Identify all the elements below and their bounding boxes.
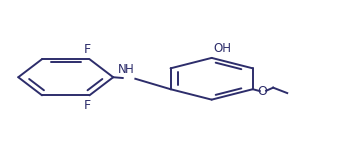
Text: N: N xyxy=(118,63,127,76)
Text: O: O xyxy=(258,85,268,98)
Text: OH: OH xyxy=(214,42,232,55)
Text: H: H xyxy=(125,63,133,76)
Text: F: F xyxy=(84,43,91,56)
Text: F: F xyxy=(84,99,91,112)
